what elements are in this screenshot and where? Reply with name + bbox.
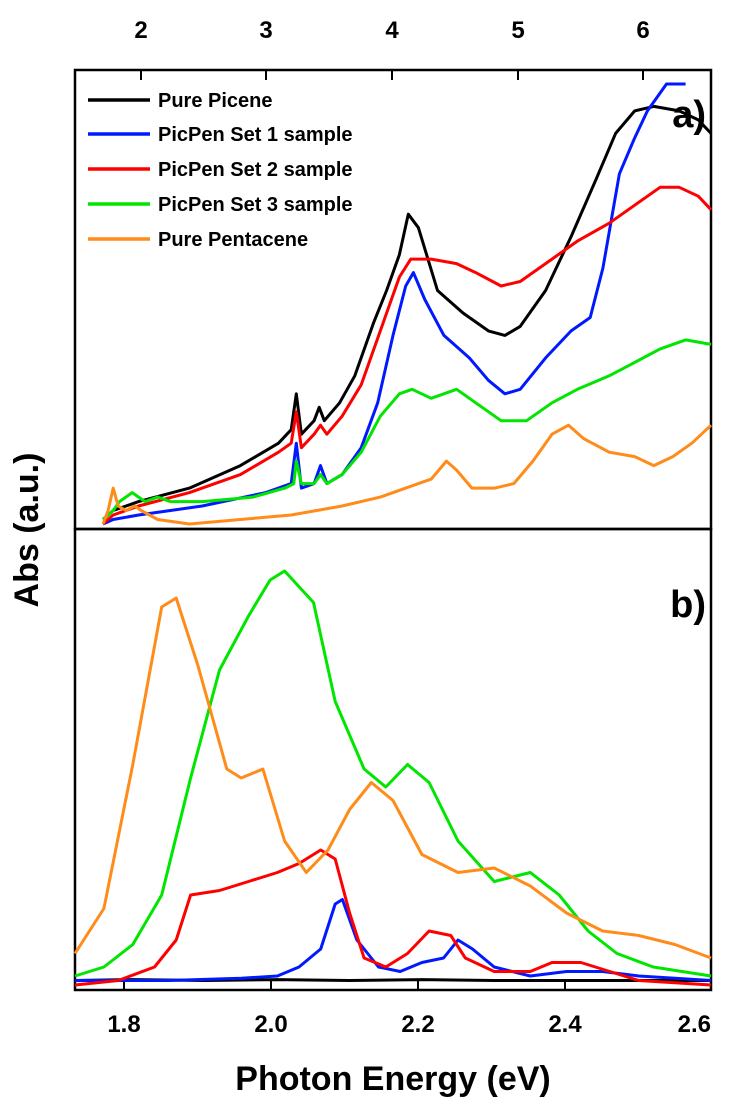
series-line xyxy=(102,104,713,521)
panel-a-series xyxy=(101,82,713,526)
legend: Pure Picene PicPen Set 1 sample PicPen S… xyxy=(88,90,353,251)
top-axis-ticks xyxy=(140,70,644,80)
y-axis-title: Abs (a.u.) xyxy=(8,453,46,608)
series-line xyxy=(74,848,712,987)
x-axis-title: Photon Energy (eV) xyxy=(235,1060,550,1098)
series-line xyxy=(102,185,713,526)
series-line xyxy=(73,596,712,960)
legend-label: PicPen Set 2 sample xyxy=(158,159,353,181)
top-tick-label: 2 xyxy=(134,17,147,44)
series-line xyxy=(102,338,712,521)
panel-a-label: a) xyxy=(672,94,706,136)
panel-b-series xyxy=(73,569,712,987)
bottom-tick-label: 2.6 xyxy=(678,1011,711,1038)
top-tick-label: 3 xyxy=(259,17,272,44)
bottom-tick-label: 1.8 xyxy=(107,1011,140,1038)
legend-label: PicPen Set 3 sample xyxy=(158,194,353,216)
series-line xyxy=(75,898,712,982)
panel-b-frame xyxy=(73,527,713,992)
legend-label: Pure Picene xyxy=(158,90,273,112)
top-tick-label: 4 xyxy=(385,17,399,44)
bottom-tick-label: 2.4 xyxy=(548,1011,582,1038)
top-tick-label: 5 xyxy=(511,17,524,44)
bottom-tick-label: 2.2 xyxy=(401,1011,434,1038)
bottom-axis-labels: 1.8 2.0 2.2 2.4 2.6 xyxy=(107,1011,711,1038)
panel-b-label: b) xyxy=(670,584,706,626)
legend-label: PicPen Set 1 sample xyxy=(158,124,353,146)
legend-label: Pure Pentacene xyxy=(158,229,308,251)
top-axis-labels: 2 3 4 5 6 xyxy=(134,17,649,44)
top-tick-label: 6 xyxy=(636,17,649,44)
series-line xyxy=(102,82,686,526)
bottom-tick-label: 2.0 xyxy=(254,1011,287,1038)
series-line xyxy=(74,569,712,978)
series-line xyxy=(101,423,713,526)
